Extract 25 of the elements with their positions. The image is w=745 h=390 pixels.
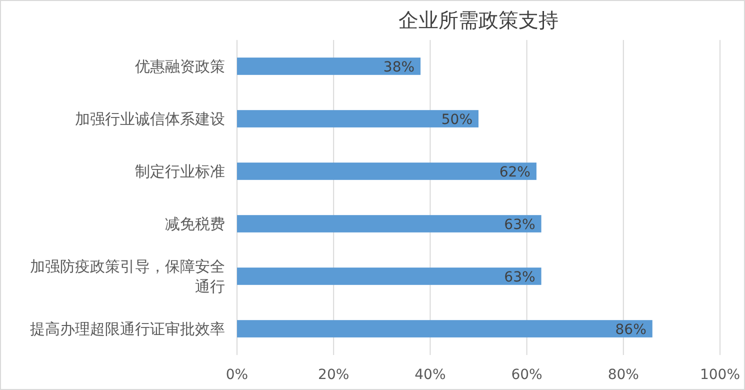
- bar: [237, 58, 421, 75]
- y-tick-label: 加强行业诚信体系建设: [75, 110, 225, 128]
- y-tick-label: 提高办理超限通行证审批效率: [30, 320, 225, 338]
- x-tick-label: 100%: [700, 367, 740, 383]
- data-label: 38%: [383, 59, 415, 76]
- chart-title: 企业所需政策支持: [398, 8, 558, 32]
- y-tick-label: 制定行业标准: [135, 162, 225, 180]
- bar: [237, 110, 478, 128]
- data-label: 86%: [615, 322, 646, 338]
- y-tick-label: 优惠融资政策: [135, 57, 225, 76]
- x-tick-label: 60%: [511, 367, 542, 383]
- data-label: 63%: [504, 269, 536, 286]
- y-tick-label: 减免税费: [165, 214, 225, 233]
- data-label: 50%: [441, 112, 472, 128]
- x-tick-label: 40%: [414, 367, 446, 383]
- data-label: 62%: [499, 164, 530, 180]
- x-tick-label: 80%: [608, 367, 639, 383]
- x-tick-label: 0%: [226, 367, 248, 383]
- bar: [237, 320, 652, 338]
- x-tick-label: 20%: [318, 367, 350, 383]
- data-label: 63%: [504, 216, 536, 233]
- bar: [237, 162, 536, 180]
- bar: [237, 268, 542, 285]
- bar: [237, 215, 542, 232]
- y-tick-label: 加强防疫政策引导，保障安全通行: [30, 257, 225, 296]
